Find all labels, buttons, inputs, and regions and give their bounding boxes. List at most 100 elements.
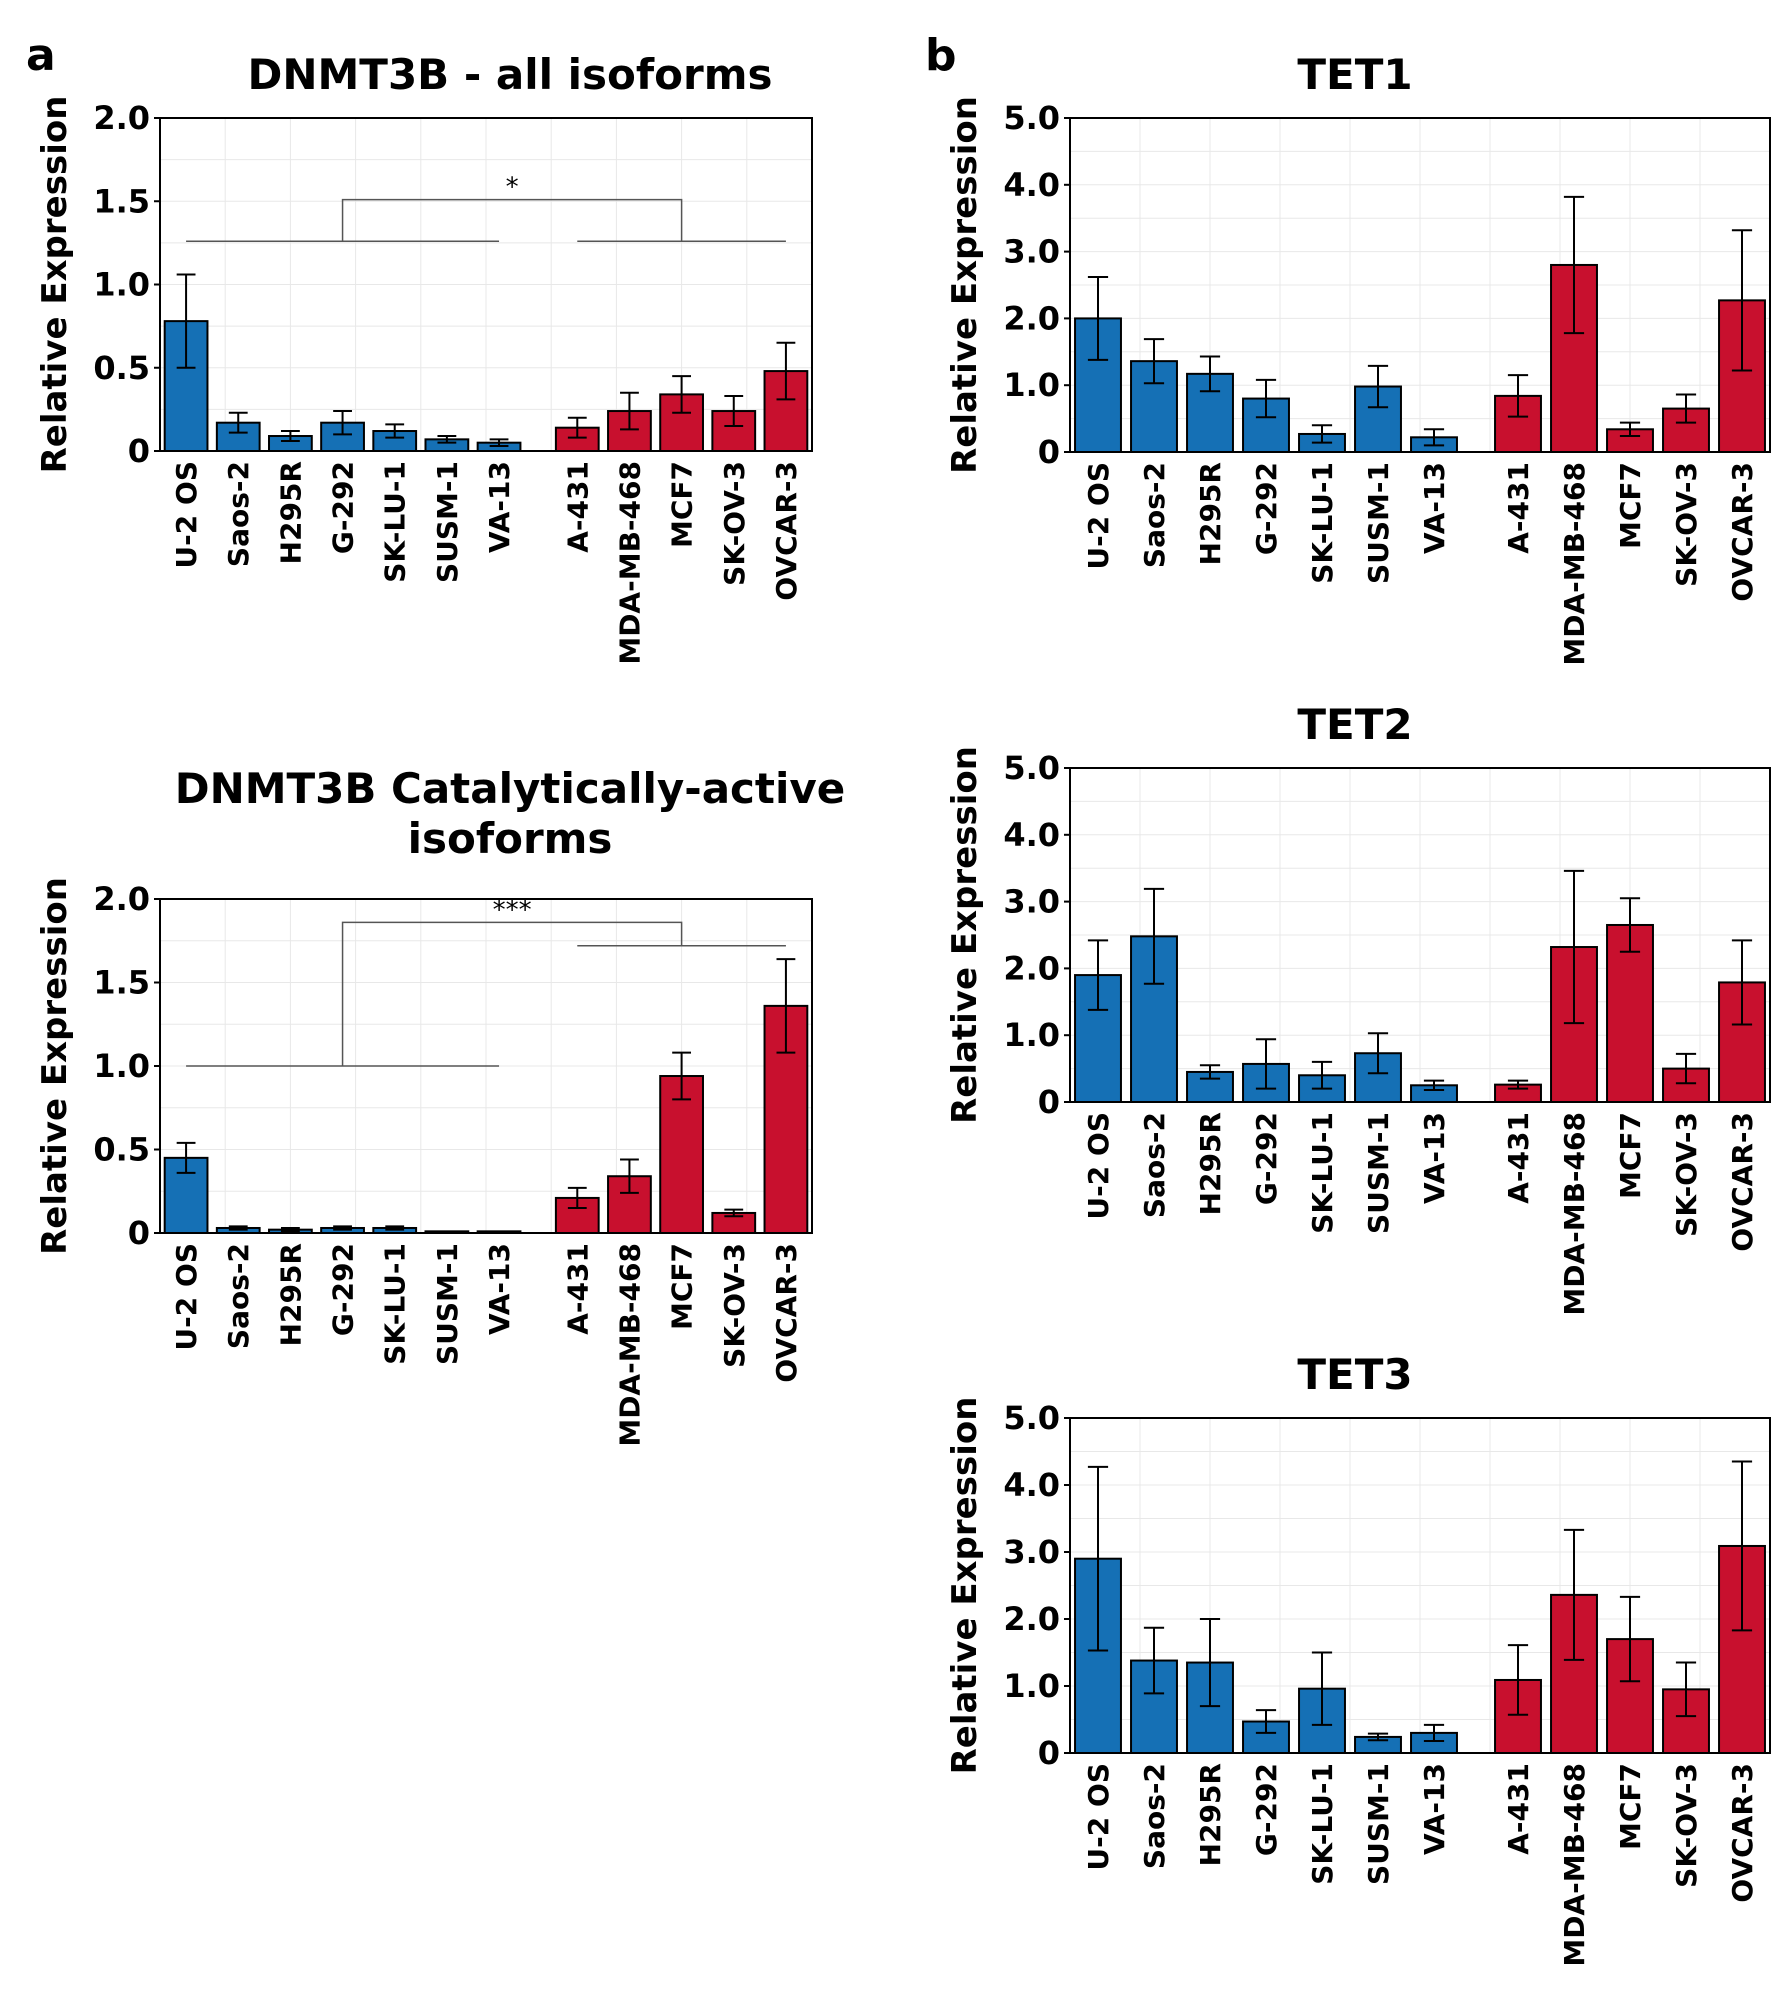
- x-tick-label: A-431: [561, 1243, 594, 1335]
- bar-sk-lu-1: [1298, 1687, 1346, 1755]
- x-tick-label: MDA-MB-468: [1558, 1763, 1591, 1967]
- bar-u-2-os: [163, 320, 209, 452]
- x-tick-label: SK-OV-3: [718, 461, 751, 586]
- x-tick-label: A-431: [561, 461, 594, 553]
- y-tick-label: 1.0: [93, 1047, 150, 1085]
- x-tick-label: A-431: [1502, 1112, 1535, 1204]
- y-axis-label: Relative Expression: [945, 1397, 985, 1775]
- x-tick-label: MCF7: [1614, 1763, 1647, 1850]
- bar-sk-ov-3: [1662, 1688, 1710, 1754]
- bar-va-13: [476, 441, 522, 452]
- x-tick-label: G-292: [327, 461, 360, 554]
- bar-va-13: [1410, 1731, 1458, 1755]
- bar-g-292: [320, 1226, 365, 1234]
- x-tick-label: H295R: [274, 1243, 307, 1346]
- y-axis-label: Relative Expression: [945, 746, 985, 1124]
- x-tick-label: SK-OV-3: [1670, 1112, 1703, 1237]
- y-tick-label: 0: [1038, 433, 1060, 471]
- x-tick-label: SK-LU-1: [1306, 462, 1339, 584]
- bar-ovcar-3: [763, 370, 809, 452]
- x-tick-label: MCF7: [1614, 462, 1647, 549]
- bar-sk-lu-1: [1298, 1074, 1346, 1104]
- y-tick-label: 0: [128, 432, 150, 470]
- bar-a-431: [1494, 394, 1542, 453]
- x-tick-label: VA-13: [1418, 462, 1451, 554]
- bar-a-431: [554, 426, 600, 453]
- bar-h295r: [268, 1228, 313, 1235]
- plot-frame: [1069, 117, 1771, 453]
- bar-sk-lu-1: [1298, 432, 1346, 453]
- x-tick-label: MCF7: [666, 1243, 699, 1330]
- y-tick-label: 1.5: [93, 182, 150, 220]
- bar-sk-ov-3: [1662, 1067, 1710, 1103]
- x-tick-label: U-2 OS: [170, 461, 203, 569]
- x-tick-label: H295R: [1194, 462, 1227, 565]
- bar-h295r: [1186, 372, 1234, 453]
- x-tick-label: SK-OV-3: [1670, 1763, 1703, 1888]
- y-tick-label: 2.0: [93, 880, 150, 918]
- x-tick-label: Saos-2: [1138, 1112, 1171, 1218]
- x-tick-label: U-2 OS: [1082, 1112, 1115, 1220]
- y-tick-label: 0: [1038, 1083, 1060, 1121]
- x-tick-label: SK-LU-1: [379, 461, 412, 583]
- bar-saos-2: [1130, 360, 1178, 454]
- bar-ovcar-3: [1718, 981, 1766, 1103]
- chart-title-dnmt3b-all: DNMT3B - all isoforms: [247, 50, 773, 99]
- bar-u-2-os: [1074, 1557, 1122, 1754]
- chart-title-tet2: TET2: [1297, 700, 1413, 749]
- chart-title-tet3: TET3: [1297, 1350, 1413, 1399]
- significance-label: ***: [493, 895, 532, 925]
- x-tick-label: SK-LU-1: [1306, 1112, 1339, 1234]
- x-tick-label: U-2 OS: [1082, 462, 1115, 570]
- plot-frame: [1069, 1417, 1771, 1754]
- x-tick-label: MCF7: [666, 461, 699, 548]
- x-tick-label: VA-13: [483, 1243, 516, 1335]
- y-tick-label: 3.0: [1003, 1533, 1060, 1571]
- x-tick-label: H295R: [1194, 1763, 1227, 1866]
- x-tick-label: SK-OV-3: [718, 1243, 751, 1368]
- bar-sk-lu-1: [372, 430, 418, 452]
- y-tick-label: 0.5: [93, 1131, 150, 1169]
- y-axis-label: Relative Expression: [945, 96, 985, 474]
- bar-saos-2: [215, 1226, 261, 1234]
- y-axis-label: Relative Expression: [35, 96, 75, 474]
- significance-bracket-top: [341, 921, 683, 1066]
- y-axis-label: Relative Expression: [35, 877, 75, 1255]
- x-tick-label: H295R: [274, 461, 307, 564]
- bar-mcf7: [1606, 923, 1654, 1103]
- bar-saos-2: [1130, 935, 1178, 1103]
- plot-frame: [159, 117, 813, 452]
- bar-g-292: [1242, 1062, 1290, 1103]
- x-tick-label: A-431: [1502, 1763, 1535, 1855]
- bar-mda-mb-468: [1550, 1593, 1598, 1754]
- x-tick-label: SUSM-1: [431, 1243, 464, 1365]
- y-tick-label: 1.5: [93, 964, 150, 1002]
- bar-saos-2: [215, 421, 261, 453]
- bar-susm-1: [1354, 1735, 1402, 1755]
- x-tick-label: G-292: [1250, 462, 1283, 555]
- x-tick-label: SUSM-1: [1362, 462, 1395, 584]
- chart-title-tet1: TET1: [1297, 50, 1413, 99]
- y-tick-label: 0: [128, 1214, 150, 1252]
- y-tick-label: 2.0: [1003, 299, 1060, 337]
- bar-ovcar-3: [1718, 299, 1766, 454]
- x-tick-label: Saos-2: [1138, 462, 1171, 568]
- bar-mda-mb-468: [1550, 263, 1598, 453]
- bar-a-431: [554, 1196, 600, 1235]
- x-tick-label: H295R: [1194, 1112, 1227, 1215]
- bar-g-292: [320, 421, 365, 453]
- bar-va-13: [1410, 1084, 1458, 1104]
- x-tick-label: SK-OV-3: [1670, 462, 1703, 587]
- bar-susm-1: [1354, 1052, 1402, 1103]
- plot-frame: [159, 898, 813, 1234]
- bar-mda-mb-468: [607, 1175, 652, 1234]
- bar-u-2-os: [163, 1156, 209, 1234]
- x-tick-label: A-431: [1502, 462, 1535, 554]
- x-tick-label: U-2 OS: [1082, 1763, 1115, 1871]
- bar-sk-ov-3: [711, 1211, 757, 1234]
- x-tick-label: MCF7: [1614, 1112, 1647, 1199]
